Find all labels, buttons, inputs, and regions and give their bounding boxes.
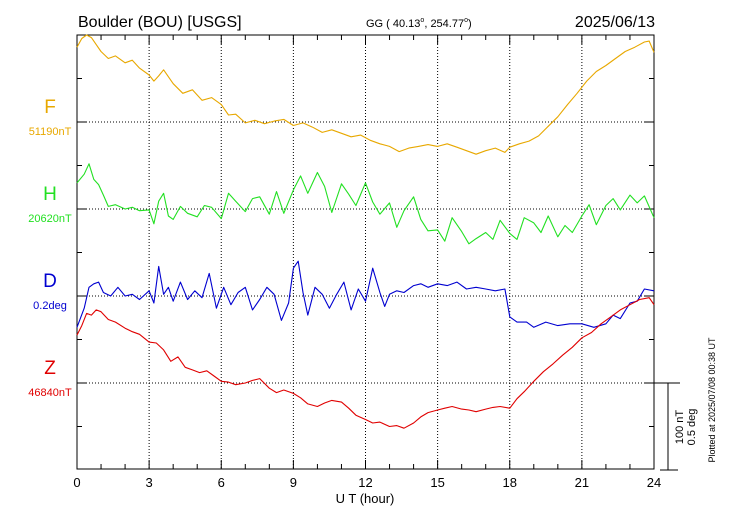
scale-bar-nt: 100 nT	[674, 410, 686, 445]
x-tick-label: 9	[290, 475, 297, 490]
x-tick-label: 12	[358, 475, 372, 490]
date-label: 2025/06/13	[575, 14, 655, 31]
series-name-z: Z	[44, 358, 56, 379]
series-curves	[76, 34, 655, 429]
x-tick-label: 0	[73, 475, 80, 490]
series-name-d: D	[43, 271, 57, 292]
series-line-h	[76, 163, 655, 245]
grid-lines	[77, 35, 654, 469]
series-labels: F 51190nT H 20620nT D 0.2deg Z 46840nT	[28, 97, 72, 399]
station-title: Boulder (BOU) [USGS]	[78, 14, 242, 31]
scale-bar: 100 nT 0.5 deg	[654, 382, 698, 471]
series-baseline-z: 46840nT	[28, 387, 72, 399]
x-tick-label: 15	[430, 475, 444, 490]
series-baseline-f: 51190nT	[29, 126, 72, 138]
series-line-d	[76, 260, 655, 328]
x-tick-label: 18	[503, 475, 517, 490]
x-axis-label: U T (hour)	[336, 491, 395, 506]
coordinates-label: GG ( 40.13o, 254.77o)	[366, 17, 472, 30]
series-name-f: F	[44, 97, 56, 118]
series-baseline-h: 20620nT	[28, 213, 72, 225]
x-tick-label: 6	[218, 475, 225, 490]
series-name-h: H	[43, 184, 57, 205]
series-baseline-d: 0.2deg	[33, 300, 67, 312]
plotted-at-label: Plotted at 2025/07/08 00:38 UT	[707, 337, 717, 463]
series-line-f	[76, 34, 655, 155]
x-tick-labels: 0 3 6 9 12 15 18 21 24	[73, 475, 661, 490]
x-tick-label: 21	[575, 475, 589, 490]
x-tick-label: 3	[146, 475, 153, 490]
axis-ticks	[76, 35, 655, 469]
series-line-z	[76, 297, 655, 429]
x-tick-label: 24	[647, 475, 661, 490]
scale-bar-deg: 0.5 deg	[686, 409, 698, 446]
